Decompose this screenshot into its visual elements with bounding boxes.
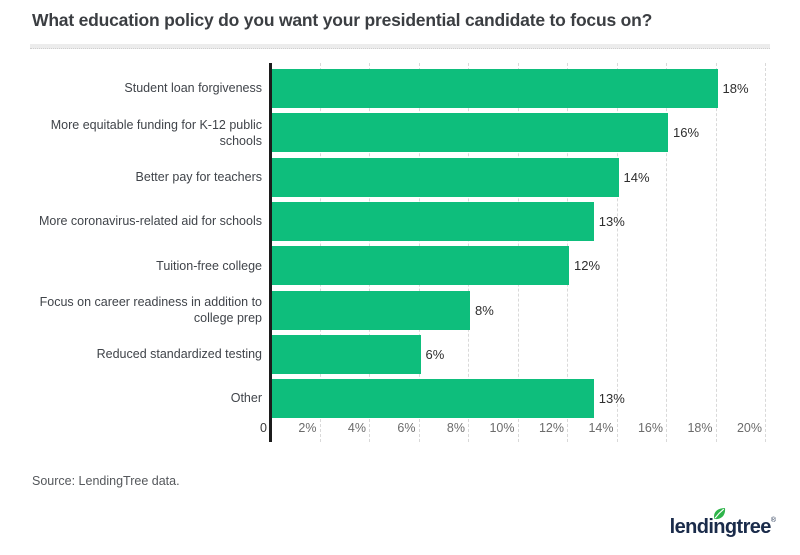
gridline [616,63,618,442]
x-tick-label: 8% [446,421,465,435]
bar [272,290,470,330]
x-tick-label: 16% [637,421,663,435]
category-label: Student loan forgiveness [124,81,262,96]
bar [272,201,594,241]
x-axis-line [268,63,272,442]
leaf-icon [713,508,725,520]
category-label: Other [230,391,262,406]
bar [272,113,668,153]
category-label: Focus on career readiness in addition to… [39,294,262,325]
bar [272,69,718,108]
lendingtree-logo: lendingtree ® [670,508,776,537]
lendingtree-wordmark: lendingtree [670,508,771,537]
bar-value-label: 13% [598,213,625,229]
bar-value-label: 14% [623,169,650,185]
category-label: Better pay for teachers [135,169,262,184]
bar-value-label: 12% [574,258,601,274]
logo-text: lendingtree [669,516,772,538]
bar [272,246,569,286]
gridline [765,63,766,442]
bar [272,157,619,197]
source-note: Source: LendingTree data. [32,474,180,488]
bar-value-label: 18% [722,81,749,96]
bar [272,334,421,374]
category-label: More equitable funding for K-12 public s… [50,117,262,148]
x-tick-label: 10% [489,421,515,435]
chart-title: What education policy do you want your p… [32,10,653,30]
title-divider [30,44,770,49]
x-tick-label: 20% [736,421,762,435]
bar-chart: 0 2% 4% 6% 8% 10% 12% 14% 16% 18% 20% Student loan … [38,63,766,442]
x-tick-label: 18% [687,421,713,435]
x-tick-label: 2% [298,421,317,435]
bar [272,379,594,419]
x-tick-label: 6% [397,421,416,435]
gridline [666,63,667,442]
x-tick-label: 14% [588,421,614,435]
x-tick-label: 12% [538,421,564,435]
bar-value-label: 13% [598,391,625,407]
bar-value-label: 8% [475,302,494,318]
x-tick-label: 0 [260,421,267,435]
category-label: Reduced standardized testing [96,347,262,362]
x-tick-label: 4% [347,421,366,435]
registered-trademark: ® [770,517,776,524]
gridline [715,63,717,442]
category-label: Tuition-free college [156,258,262,273]
bar-value-label: 16% [673,125,700,141]
category-label: More coronavirus-related aid for schools [38,214,262,229]
bar-value-label: 6% [425,346,445,362]
